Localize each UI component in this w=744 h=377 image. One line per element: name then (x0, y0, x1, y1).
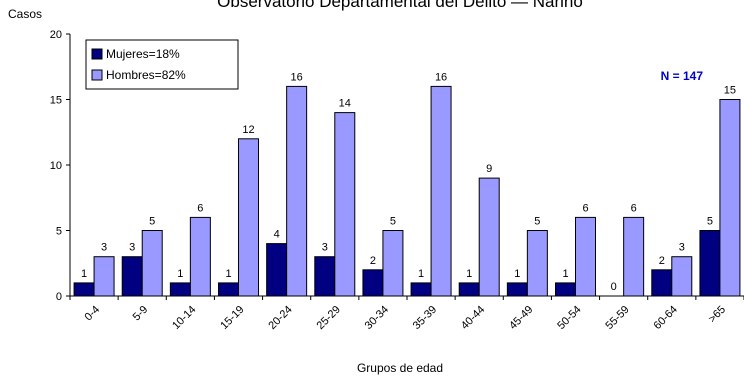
data-label-hombres: 3 (101, 242, 107, 254)
bar-mujeres (651, 269, 673, 297)
bar-hombres (671, 256, 693, 297)
bar-hombres (334, 112, 356, 297)
bar-hombres (382, 230, 404, 297)
bar-mujeres (699, 230, 721, 297)
sample-size-annotation: N = 147 (661, 69, 704, 83)
x-tick-label: 55-59 (603, 304, 631, 332)
legend-label-mujeres: Mujeres=18% (106, 47, 180, 61)
data-label-hombres: 6 (582, 202, 588, 214)
data-label-hombres: 5 (149, 216, 155, 228)
bar-hombres (141, 230, 163, 297)
x-tick-label: 60-64 (652, 304, 680, 332)
bar-hombres (189, 216, 211, 297)
data-label-mujeres: 1 (466, 268, 472, 280)
data-label-hombres: 16 (435, 71, 447, 83)
x-tick-label: >65 (706, 304, 728, 326)
bar-hombres (93, 256, 115, 297)
data-label-hombres: 9 (486, 163, 492, 175)
x-tick-label: 50-54 (555, 304, 583, 332)
legend-swatch-mujeres (91, 48, 103, 60)
bar-mujeres (555, 282, 576, 297)
data-label-mujeres: 1 (514, 268, 520, 280)
y-axis-title: Casos (8, 7, 42, 21)
data-label-mujeres: 2 (659, 255, 665, 267)
bar-mujeres (121, 256, 143, 297)
bar-hombres (623, 216, 645, 297)
x-tick-label: 30-34 (363, 304, 391, 332)
data-label-hombres: 3 (679, 242, 685, 254)
y-tick-label: 15 (50, 95, 62, 107)
bar-mujeres (266, 243, 288, 297)
legend: Mujeres=18% Hombres=82% (85, 39, 239, 90)
x-tick-label: 40-44 (459, 304, 487, 332)
data-label-hombres: 15 (724, 85, 736, 97)
data-label-mujeres: 4 (274, 229, 280, 241)
data-label-mujeres: 1 (562, 268, 568, 280)
bar-mujeres (410, 282, 432, 297)
data-label-mujeres: 5 (707, 216, 713, 228)
x-tick-label: 5-9 (131, 304, 151, 324)
x-tick-label: 0-4 (82, 304, 102, 324)
bar-hombres (526, 230, 548, 297)
bar-hombres (478, 177, 500, 297)
data-label-hombres: 5 (534, 216, 540, 228)
x-tick-label: 15-19 (218, 304, 246, 332)
bar-mujeres (169, 282, 191, 297)
x-tick-label: 25-29 (315, 304, 343, 332)
data-label-hombres: 16 (291, 71, 303, 83)
y-tick-label: 20 (50, 29, 62, 41)
y-tick-label: 0 (56, 291, 62, 303)
data-label-hombres: 12 (242, 124, 254, 136)
chart-title: Observatorio Departamental del Delito — … (217, 0, 583, 11)
bar-mujeres (458, 282, 480, 297)
x-tick-label: 35-39 (411, 304, 439, 332)
bar-hombres (286, 85, 308, 297)
data-label-mujeres: 1 (418, 268, 424, 280)
data-label-hombres: 14 (339, 98, 351, 110)
bar-mujeres (73, 282, 95, 297)
y-tick-label: 10 (50, 160, 62, 172)
data-label-mujeres: 0 (611, 281, 617, 293)
legend-box (85, 39, 239, 90)
bar-hombres (430, 85, 452, 297)
data-label-mujeres: 3 (129, 242, 135, 254)
x-axis-title: Grupos de edad (357, 361, 443, 375)
bar-mujeres (218, 282, 239, 297)
bar-hombres (238, 138, 259, 297)
bar-hombres (575, 216, 596, 297)
y-tick-label: 5 (56, 226, 62, 238)
bar-mujeres (506, 282, 528, 297)
bar-hombres (719, 99, 741, 297)
data-label-mujeres: 2 (370, 255, 376, 267)
legend-label-hombres: Hombres=82% (106, 68, 186, 82)
data-label-mujeres: 1 (81, 268, 87, 280)
data-label-mujeres: 1 (225, 268, 231, 280)
bar-mujeres (314, 256, 336, 297)
data-label-hombres: 6 (631, 202, 637, 214)
data-label-mujeres: 1 (177, 268, 183, 280)
data-label-mujeres: 3 (322, 242, 328, 254)
legend-swatch-hombres (91, 69, 103, 81)
x-tick-label: 20-24 (266, 304, 294, 332)
data-label-hombres: 6 (197, 202, 203, 214)
x-tick-label: 10-14 (170, 304, 198, 332)
data-label-hombres: 5 (390, 216, 396, 228)
x-tick-label: 45-49 (507, 304, 535, 332)
bar-mujeres (362, 269, 384, 297)
